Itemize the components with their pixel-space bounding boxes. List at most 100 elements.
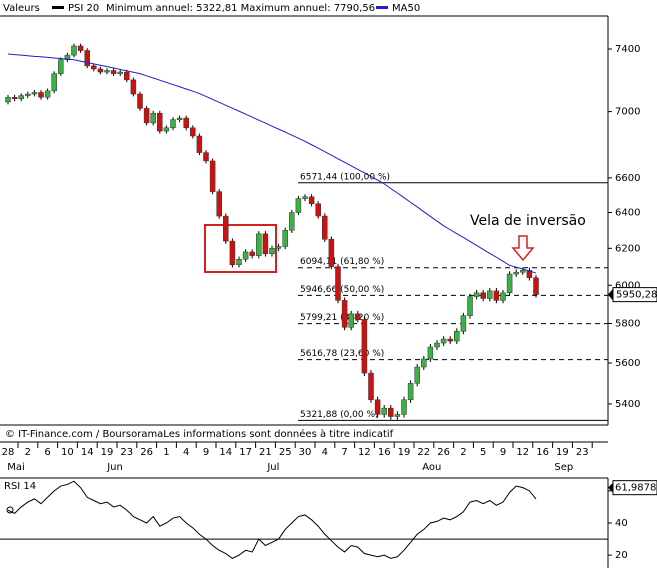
x-tick-label: 30 bbox=[299, 447, 312, 458]
month-label: Jun bbox=[106, 462, 123, 473]
source: © IT-Finance.com / BoursoramaLes informa… bbox=[5, 428, 394, 440]
candle-body bbox=[216, 191, 222, 217]
candle-body bbox=[414, 366, 420, 384]
candle-body bbox=[229, 240, 236, 266]
candle-body bbox=[150, 112, 156, 124]
candle-body bbox=[249, 251, 255, 256]
fib-label: 5321,88 (0,00 %) bbox=[300, 410, 379, 420]
candle-body bbox=[533, 277, 539, 295]
candle-body bbox=[282, 230, 288, 247]
candle-body bbox=[401, 399, 407, 415]
candle-body bbox=[454, 330, 460, 342]
month-label: Jul bbox=[266, 462, 279, 473]
candle-body bbox=[447, 338, 453, 342]
candle-body bbox=[25, 93, 31, 96]
x-tick-label: 22 bbox=[417, 447, 430, 458]
x-tick-label: 26 bbox=[437, 447, 450, 458]
candle-body bbox=[223, 215, 229, 242]
y-tick-label: 5600 bbox=[615, 358, 640, 369]
x-tick-label: 6 bbox=[44, 447, 50, 458]
candle-body bbox=[110, 70, 117, 74]
x-tick-label: 28 bbox=[2, 447, 15, 458]
x-tick-label: 19 bbox=[101, 447, 114, 458]
candle-body bbox=[236, 259, 242, 266]
candle-body bbox=[368, 372, 374, 401]
candle-body bbox=[341, 300, 348, 328]
candle-body bbox=[434, 342, 440, 348]
candle-body bbox=[64, 54, 71, 60]
x-tick-label: 12 bbox=[516, 447, 529, 458]
fib-label: 5946,66 (50,00 %) bbox=[300, 285, 384, 295]
candle-body bbox=[361, 319, 368, 374]
legend-label: MA50 bbox=[392, 3, 420, 14]
month-label: Sep bbox=[554, 462, 573, 473]
y-tick-label: 5400 bbox=[615, 399, 640, 410]
x-tick-label: 2 bbox=[460, 447, 466, 458]
rsi-tick-label: 20 bbox=[615, 550, 628, 561]
candle-body bbox=[242, 251, 249, 260]
candle-body bbox=[407, 383, 414, 401]
rsi-last-pointer bbox=[608, 482, 613, 493]
x-tick-label: 10 bbox=[61, 447, 74, 458]
rsi-last-label: 61,9878 bbox=[615, 483, 656, 494]
candle-body bbox=[308, 196, 315, 205]
y-tick-label: 6000 bbox=[615, 280, 640, 291]
candle-body bbox=[381, 407, 387, 415]
candle-body bbox=[348, 313, 354, 328]
month-label: Aou bbox=[422, 462, 441, 473]
candle-body bbox=[322, 215, 328, 240]
candle-body bbox=[374, 399, 381, 415]
candle-body bbox=[473, 292, 480, 297]
y-tick-label: 7400 bbox=[615, 44, 640, 55]
candle-body bbox=[77, 45, 84, 51]
candle-body bbox=[196, 135, 203, 153]
candle-body bbox=[467, 296, 473, 316]
candle-body bbox=[11, 96, 18, 100]
x-tick-label: 19 bbox=[556, 447, 569, 458]
y-tick-label: 6400 bbox=[615, 208, 640, 219]
last-price-pointer bbox=[608, 288, 613, 301]
last-price-box bbox=[612, 287, 657, 303]
candle-body bbox=[137, 93, 143, 109]
fib-label: 6094,11 (61,80 %) bbox=[300, 257, 384, 267]
candle-body bbox=[130, 79, 137, 95]
x-tick-label: 21 bbox=[259, 447, 272, 458]
candle-body bbox=[176, 117, 183, 120]
x-tick-label: 19 bbox=[398, 447, 411, 458]
candle-body bbox=[104, 70, 110, 73]
x-tick-label: 17 bbox=[239, 447, 252, 458]
candle-body bbox=[163, 127, 170, 132]
rsi-last-box bbox=[612, 480, 657, 496]
candle-body bbox=[5, 96, 11, 103]
x-tick-label: 4 bbox=[322, 447, 328, 458]
candle-body bbox=[302, 196, 308, 199]
x-tick-label: 14 bbox=[219, 447, 232, 458]
candle-body bbox=[315, 203, 321, 217]
x-tick-label: 7 bbox=[341, 447, 347, 458]
legend-label: PSI 20 bbox=[68, 3, 99, 14]
candle-body bbox=[526, 270, 533, 279]
candle-body bbox=[124, 71, 130, 81]
candle-body bbox=[91, 65, 97, 70]
x-tick-label: 4 bbox=[183, 447, 189, 458]
x-tick-label: 12 bbox=[358, 447, 371, 458]
candle-body bbox=[209, 160, 216, 192]
candle-body bbox=[328, 239, 335, 267]
candle-body bbox=[500, 292, 506, 301]
candle-body bbox=[262, 233, 269, 255]
rsi-title: RSI 14 bbox=[4, 481, 36, 492]
candle-body bbox=[256, 233, 262, 256]
candle-body bbox=[480, 292, 486, 299]
y-tick-label: 6200 bbox=[615, 243, 640, 254]
candle-body bbox=[31, 92, 38, 95]
candle-body bbox=[427, 346, 434, 360]
candle-body bbox=[97, 68, 104, 73]
candle-body bbox=[71, 45, 77, 56]
candle-body bbox=[190, 127, 196, 137]
arrow bbox=[511, 235, 535, 262]
candle-body bbox=[421, 358, 427, 368]
legend-swatch bbox=[376, 6, 388, 9]
x-tick-label: 23 bbox=[120, 447, 133, 458]
